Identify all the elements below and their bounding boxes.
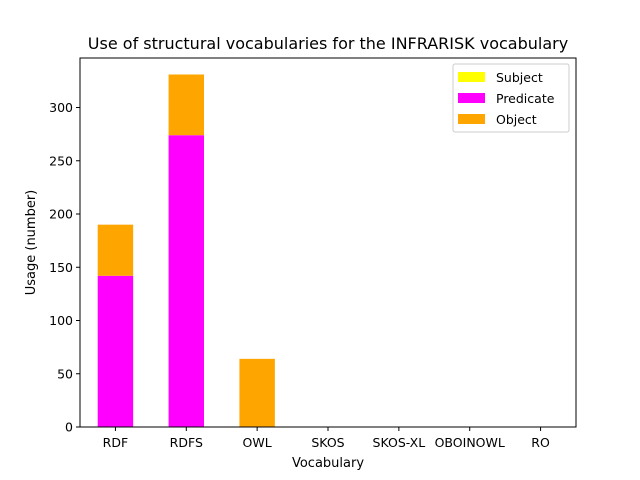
x-tick-label: SKOS: [311, 435, 344, 450]
bar-object-owl: [239, 358, 275, 427]
legend-swatch-predicate: [458, 93, 485, 103]
y-axis-label: Usage (number): [24, 190, 39, 296]
y-tick-label: 250: [49, 153, 73, 168]
y-tick-label: 0: [65, 420, 73, 435]
legend-label-predicate: Predicate: [496, 91, 555, 106]
x-tick-label: OBOINOWL: [435, 435, 505, 450]
bar-object-rdfs: [168, 74, 204, 136]
legend-swatch-object: [458, 114, 485, 124]
x-tick-label: RO: [531, 435, 550, 450]
x-axis-label: Vocabulary: [292, 456, 364, 471]
y-tick-label: 50: [57, 366, 73, 381]
x-tick-label: SKOS-XL: [373, 435, 426, 450]
bar-object-rdf: [97, 224, 134, 276]
bar-predicate-rdfs: [168, 135, 204, 427]
y-tick-label: 300: [49, 100, 73, 115]
legend: Subject Predicate Object: [452, 63, 570, 133]
y-tick-label: 150: [49, 260, 73, 275]
x-tick-label: RDFS: [170, 435, 203, 450]
y-axis: 0 50 100 150 200 250 300: [49, 100, 80, 435]
legend-label-object: Object: [496, 112, 537, 127]
x-tick-label: OWL: [243, 435, 272, 450]
legend-label-subject: Subject: [496, 70, 543, 85]
x-tick-label: RDF: [103, 435, 129, 450]
y-tick-label: 200: [49, 207, 73, 222]
bars-group: [97, 74, 275, 427]
y-tick-label: 100: [49, 313, 73, 328]
bar-predicate-rdf: [97, 275, 134, 427]
x-axis: RDF RDFS OWL SKOS SKOS-XL OBOINOWL RO: [103, 427, 550, 450]
legend-swatch-subject: [458, 72, 485, 82]
chart-title: Use of structural vocabularies for the I…: [88, 34, 568, 53]
